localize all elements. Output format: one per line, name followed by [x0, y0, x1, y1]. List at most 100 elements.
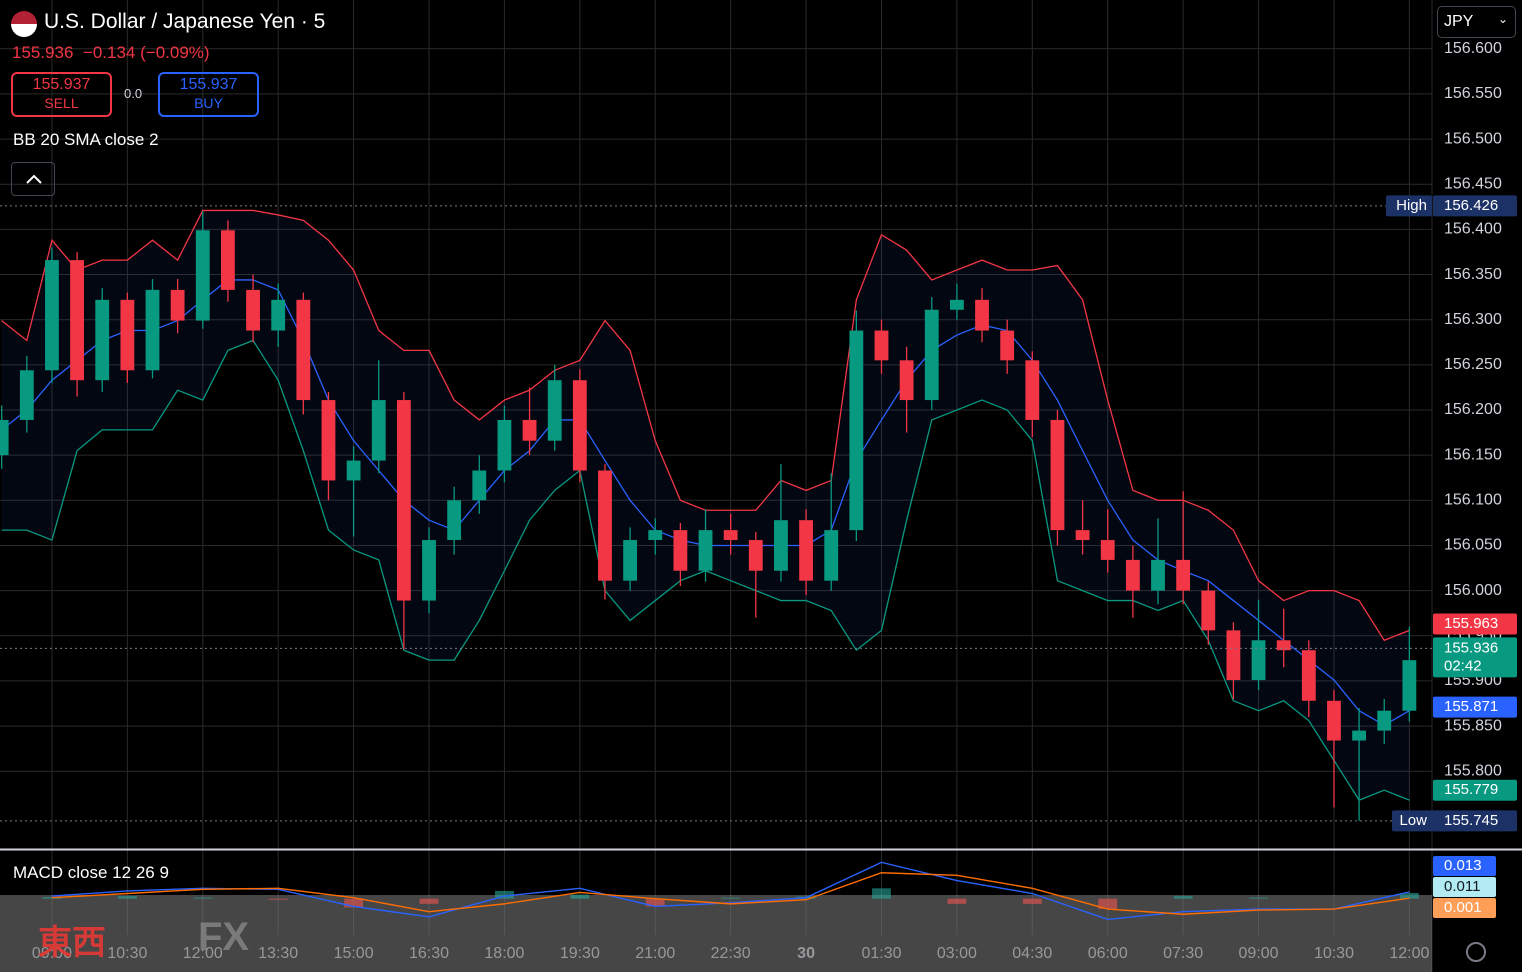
- settings-button[interactable]: [1466, 942, 1486, 962]
- dropdown-caret: ⌄: [1497, 12, 1508, 26]
- candle-body: [1025, 360, 1040, 420]
- candle-body: [723, 530, 738, 541]
- macd-signal: [51, 872, 1410, 915]
- price-badge-text: 155.963: [1444, 615, 1498, 632]
- macd-histogram: [1399, 892, 1419, 899]
- macd-histogram: [1098, 898, 1118, 910]
- y-tick-label: 156.450: [1444, 175, 1502, 192]
- price-badge: [1433, 779, 1517, 801]
- macd-badge: [1433, 877, 1496, 897]
- candle-body: [422, 540, 436, 601]
- candle-body: [246, 289, 260, 331]
- candle-body: [1377, 710, 1392, 731]
- candle-body: [95, 299, 110, 381]
- candle-body: [1100, 540, 1115, 560]
- macd-badge: [1433, 856, 1496, 876]
- candle-body: [849, 330, 864, 531]
- buy-price: 155.937: [179, 76, 238, 93]
- candle-body: [648, 530, 663, 541]
- candle-body: [673, 530, 688, 571]
- last-price: 155.936: [12, 43, 74, 62]
- macd-histogram: [570, 894, 590, 899]
- candle-body: [447, 500, 462, 541]
- candle-body: [1176, 559, 1191, 591]
- price-badge-text: 155.779: [1444, 781, 1498, 798]
- currency: JPY: [1444, 13, 1474, 30]
- candle-body: [1000, 330, 1015, 361]
- candle-body: [598, 470, 612, 581]
- candle-body: [824, 530, 839, 581]
- candle-body: [874, 330, 889, 361]
- y-tick-label: 156.300: [1444, 311, 1502, 328]
- candle-body: [396, 400, 411, 601]
- collapse-button[interactable]: [11, 162, 55, 196]
- buy-button[interactable]: 155.937 BUY: [158, 72, 259, 117]
- macd-histogram: [419, 898, 439, 904]
- badge-tag: [1392, 810, 1438, 832]
- macd-histogram: [1249, 897, 1268, 899]
- y-tick-label: 155.850: [1444, 717, 1502, 734]
- macd-histogram: [268, 898, 288, 900]
- y-tick-label: 155.800: [1444, 762, 1502, 779]
- y-tick-label: 156.200: [1444, 401, 1502, 418]
- badge-tag: [1386, 195, 1432, 217]
- badge-tag-text: High: [1396, 197, 1427, 214]
- candle-body: [321, 400, 336, 481]
- y-tick-label: 156.500: [1444, 130, 1502, 147]
- candle-body: [774, 520, 788, 571]
- currency-dropdown[interactable]: JPY ⌄: [1437, 6, 1516, 38]
- y-tick-label: 156.250: [1444, 356, 1502, 373]
- spread: 0.0: [124, 86, 143, 101]
- change: −0.134 (−0.09%): [82, 43, 210, 62]
- candle-body: [623, 540, 638, 581]
- candle-body: [221, 230, 235, 290]
- candle-body: [1151, 559, 1165, 591]
- macd-histogram: [117, 896, 137, 899]
- macd-histogram: [947, 898, 967, 904]
- indicator-label[interactable]: BB 20 SMA close 2: [13, 130, 159, 149]
- candle-body: [899, 360, 914, 401]
- candle-body: [547, 380, 562, 441]
- price-badge: [1433, 637, 1517, 678]
- candle-body: [120, 299, 135, 371]
- watermark-fx: FX: [198, 915, 250, 959]
- macd-badge-text: 0.011: [1444, 878, 1480, 895]
- symbol-title[interactable]: U.S. Dollar / Japanese Yen · 5: [44, 10, 326, 33]
- candle-body: [1327, 700, 1341, 741]
- price-row: 155.936 −0.134 (−0.09%): [12, 43, 210, 63]
- candle-body: [799, 520, 813, 581]
- candle-body: [195, 230, 210, 321]
- macd-histogram: [645, 898, 665, 907]
- candle-body: [271, 299, 286, 331]
- bottom-shade: [0, 895, 1432, 972]
- candle-body: [1276, 640, 1291, 651]
- macd-badge: [1433, 898, 1496, 918]
- band-fill: [1, 210, 1410, 801]
- badge-tag-text: Low: [1399, 812, 1427, 829]
- candle-body: [1075, 530, 1090, 541]
- candle-body: [1201, 590, 1216, 631]
- macd-histogram: [721, 897, 741, 899]
- price-badge-text: 155.745: [1444, 812, 1498, 829]
- y-tick-label: 156.100: [1444, 492, 1502, 509]
- sell-button[interactable]: 155.937 SELL: [11, 72, 112, 117]
- y-tick-label: 156.350: [1444, 266, 1502, 283]
- candle-body: [924, 309, 939, 401]
- candle-body: [45, 260, 59, 371]
- sell-label: SELL: [44, 95, 79, 111]
- candle-body: [145, 289, 160, 371]
- candle-body: [1251, 640, 1266, 681]
- price-badge: [1433, 613, 1517, 635]
- candle-body: [497, 419, 512, 471]
- sell-price: 155.937: [32, 76, 91, 93]
- buy-label: BUY: [194, 95, 223, 111]
- candle-body: [170, 289, 185, 321]
- candle-body: [1402, 660, 1417, 711]
- macd-histogram: [1022, 898, 1042, 904]
- candle-body: [949, 299, 964, 310]
- macd-histogram: [193, 897, 213, 899]
- candle-body: [19, 370, 34, 420]
- macd-macd: [51, 861, 1410, 921]
- candle-body: [1301, 650, 1316, 701]
- y-tick-label: 156.550: [1444, 85, 1502, 102]
